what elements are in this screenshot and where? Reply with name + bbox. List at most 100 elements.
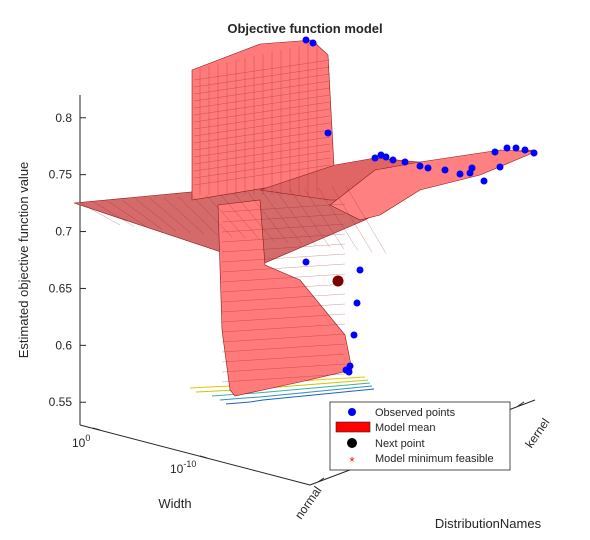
- x-tick-label-1: 10-10: [170, 459, 196, 476]
- mesh-line: [221, 253, 346, 263]
- mesh-line: [193, 80, 331, 102]
- y-tick-label-normal: normal: [292, 484, 325, 522]
- observed-point: [353, 299, 361, 307]
- mesh-line: [261, 191, 303, 245]
- observed-points: [302, 36, 538, 376]
- observed-point: [382, 153, 390, 161]
- mesh-line: [193, 101, 331, 123]
- legend-asterisk-icon: *: [349, 454, 354, 469]
- z-tick-label: 0.7: [55, 225, 72, 239]
- contour-line: [225, 388, 375, 405]
- mesh-line: [331, 186, 373, 253]
- observed-point: [356, 266, 364, 274]
- z-tick-label: 0.6: [55, 338, 72, 352]
- x-axis-label: Width: [158, 496, 191, 511]
- legend-label: Next point: [375, 438, 425, 450]
- legend-observed-marker: [348, 408, 356, 416]
- mesh-line: [247, 192, 289, 244]
- observed-point: [468, 164, 476, 172]
- observed-point: [424, 164, 432, 172]
- observed-point: [345, 368, 353, 376]
- mesh-line: [193, 164, 331, 186]
- observed-point: [496, 163, 504, 171]
- x-ticks: 100 10-10: [72, 427, 208, 476]
- mesh-line: [163, 197, 205, 235]
- mesh-line: [221, 343, 346, 353]
- mesh-line: [221, 323, 346, 333]
- mesh-line: [289, 189, 331, 248]
- z-tick-label: 0.55: [49, 395, 73, 409]
- observed-point: [521, 146, 529, 154]
- x-tick-mark: [199, 455, 208, 459]
- mesh-line: [275, 190, 317, 247]
- observed-point: [480, 177, 488, 185]
- mesh-line: [193, 143, 331, 165]
- mesh-line: [219, 193, 261, 241]
- mesh-line: [221, 313, 346, 323]
- mesh-line: [345, 185, 387, 254]
- observed-point: [302, 36, 310, 44]
- mesh-line: [221, 203, 346, 213]
- observed-point: [503, 144, 511, 152]
- mesh-line: [193, 115, 331, 137]
- mesh-line: [193, 136, 331, 158]
- mesh-line: [221, 273, 346, 283]
- mesh-line: [193, 59, 331, 81]
- observed-point: [441, 166, 449, 174]
- y-tick-label-kernel: kernel: [522, 416, 552, 451]
- mesh-line: [193, 122, 331, 144]
- surface-mesh: [79, 42, 387, 383]
- mesh-line: [93, 201, 135, 227]
- observed-point: [530, 149, 538, 157]
- mesh-line: [221, 303, 346, 313]
- mesh-line: [191, 195, 233, 238]
- observed-point: [302, 258, 310, 266]
- mesh-line: [221, 283, 346, 293]
- legend-next-point-marker: [347, 438, 357, 448]
- mesh-line: [193, 108, 331, 130]
- legend-label: Model mean: [375, 422, 436, 434]
- mesh-line: [193, 157, 331, 179]
- observed-point: [309, 39, 317, 47]
- mesh-line: [221, 213, 346, 223]
- y-tick-mark: [317, 477, 325, 483]
- mesh-line: [193, 66, 331, 88]
- mesh-line: [205, 194, 247, 239]
- x-axis-line: [79, 424, 311, 486]
- mesh-line: [177, 196, 219, 236]
- z-ticks: 0.55 0.6 0.65 0.7 0.75 0.8: [49, 111, 86, 409]
- y-axis-label: DistributionNames: [435, 516, 542, 531]
- surface-slab: [329, 149, 536, 221]
- mesh-line: [121, 200, 163, 230]
- z-tick-label: 0.75: [49, 168, 73, 182]
- observed-point: [401, 158, 409, 166]
- z-tick-label: 0.8: [55, 111, 72, 125]
- mesh-line: [221, 363, 346, 373]
- legend-label: Model minimum feasible: [375, 453, 494, 465]
- observed-point: [512, 144, 520, 152]
- observed-point: [350, 331, 358, 339]
- mesh-line: [221, 333, 346, 343]
- y-tick-mark: [517, 401, 525, 407]
- observed-point: [456, 170, 464, 178]
- observed-point: [324, 129, 332, 137]
- mesh-line: [135, 199, 177, 232]
- chart-title: Objective function model: [227, 21, 382, 36]
- observed-point: [491, 148, 499, 156]
- observed-point: [389, 156, 397, 164]
- mesh-line: [79, 202, 121, 226]
- mesh-line: [221, 353, 346, 363]
- surface-wall-top: [191, 39, 336, 201]
- observed-point: [371, 154, 379, 162]
- observed-point: [416, 162, 424, 170]
- mesh-line: [107, 201, 149, 229]
- mesh-line: [317, 187, 359, 251]
- legend-model-mean-patch: [335, 421, 371, 433]
- mesh-line: [221, 223, 346, 233]
- legend-box: [329, 401, 511, 471]
- legend: Observed points Model mean Next point * …: [329, 401, 511, 471]
- contour-line: [211, 382, 371, 397]
- legend-label: Observed points: [375, 407, 456, 419]
- mesh-line: [221, 243, 346, 253]
